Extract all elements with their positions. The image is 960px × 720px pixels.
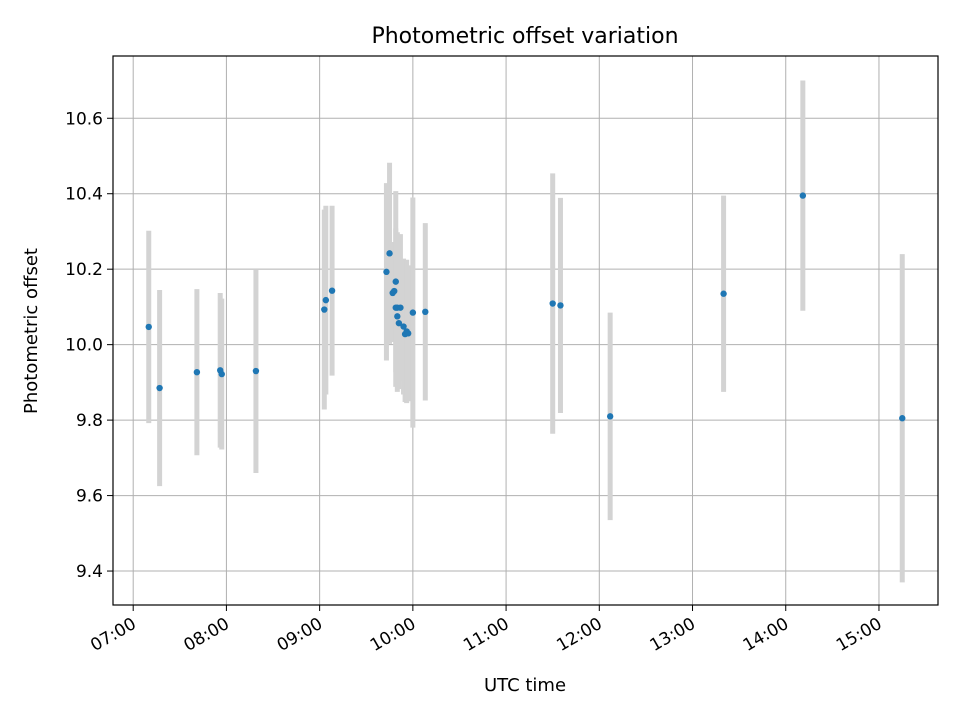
y-axis-ticks: 9.4 9.6 9.8 10.0 10.2 10.4 10.6 bbox=[65, 109, 113, 582]
data-point bbox=[606, 413, 614, 420]
data-point bbox=[557, 302, 564, 309]
data-point bbox=[386, 250, 393, 257]
y-tick-label: 9.6 bbox=[76, 487, 103, 507]
y-axis-label: Photometric offset bbox=[21, 248, 42, 414]
data-point bbox=[392, 278, 399, 285]
y-tick-label: 9.4 bbox=[76, 562, 103, 582]
y-tick-label: 10.6 bbox=[65, 109, 103, 129]
y-tick-label: 10.4 bbox=[65, 185, 103, 205]
data-point bbox=[252, 367, 260, 375]
data-point bbox=[549, 300, 556, 307]
data-point bbox=[328, 287, 336, 294]
y-tick-label: 9.8 bbox=[76, 411, 103, 431]
data-point bbox=[720, 290, 727, 297]
data-point bbox=[409, 309, 417, 316]
data-point bbox=[193, 368, 201, 376]
data-point bbox=[404, 330, 412, 337]
data-point bbox=[395, 319, 403, 327]
data-points bbox=[145, 192, 906, 422]
data-point bbox=[391, 287, 398, 295]
data-point bbox=[156, 384, 163, 392]
chart-title: Photometric offset variation bbox=[371, 24, 678, 49]
data-point bbox=[321, 306, 328, 313]
y-tick-label: 10.0 bbox=[65, 336, 103, 356]
data-point bbox=[394, 313, 401, 320]
data-point bbox=[400, 323, 407, 330]
data-point bbox=[322, 296, 330, 304]
x-axis-label: UTC time bbox=[484, 675, 566, 696]
data-point bbox=[397, 304, 404, 311]
data-point bbox=[383, 268, 390, 276]
data-point bbox=[799, 192, 807, 199]
y-tick-label: 10.2 bbox=[65, 260, 103, 280]
data-point bbox=[145, 323, 152, 331]
plot-frame bbox=[112, 55, 939, 606]
data-point bbox=[899, 415, 906, 422]
data-point bbox=[218, 370, 225, 378]
data-point bbox=[422, 308, 429, 316]
